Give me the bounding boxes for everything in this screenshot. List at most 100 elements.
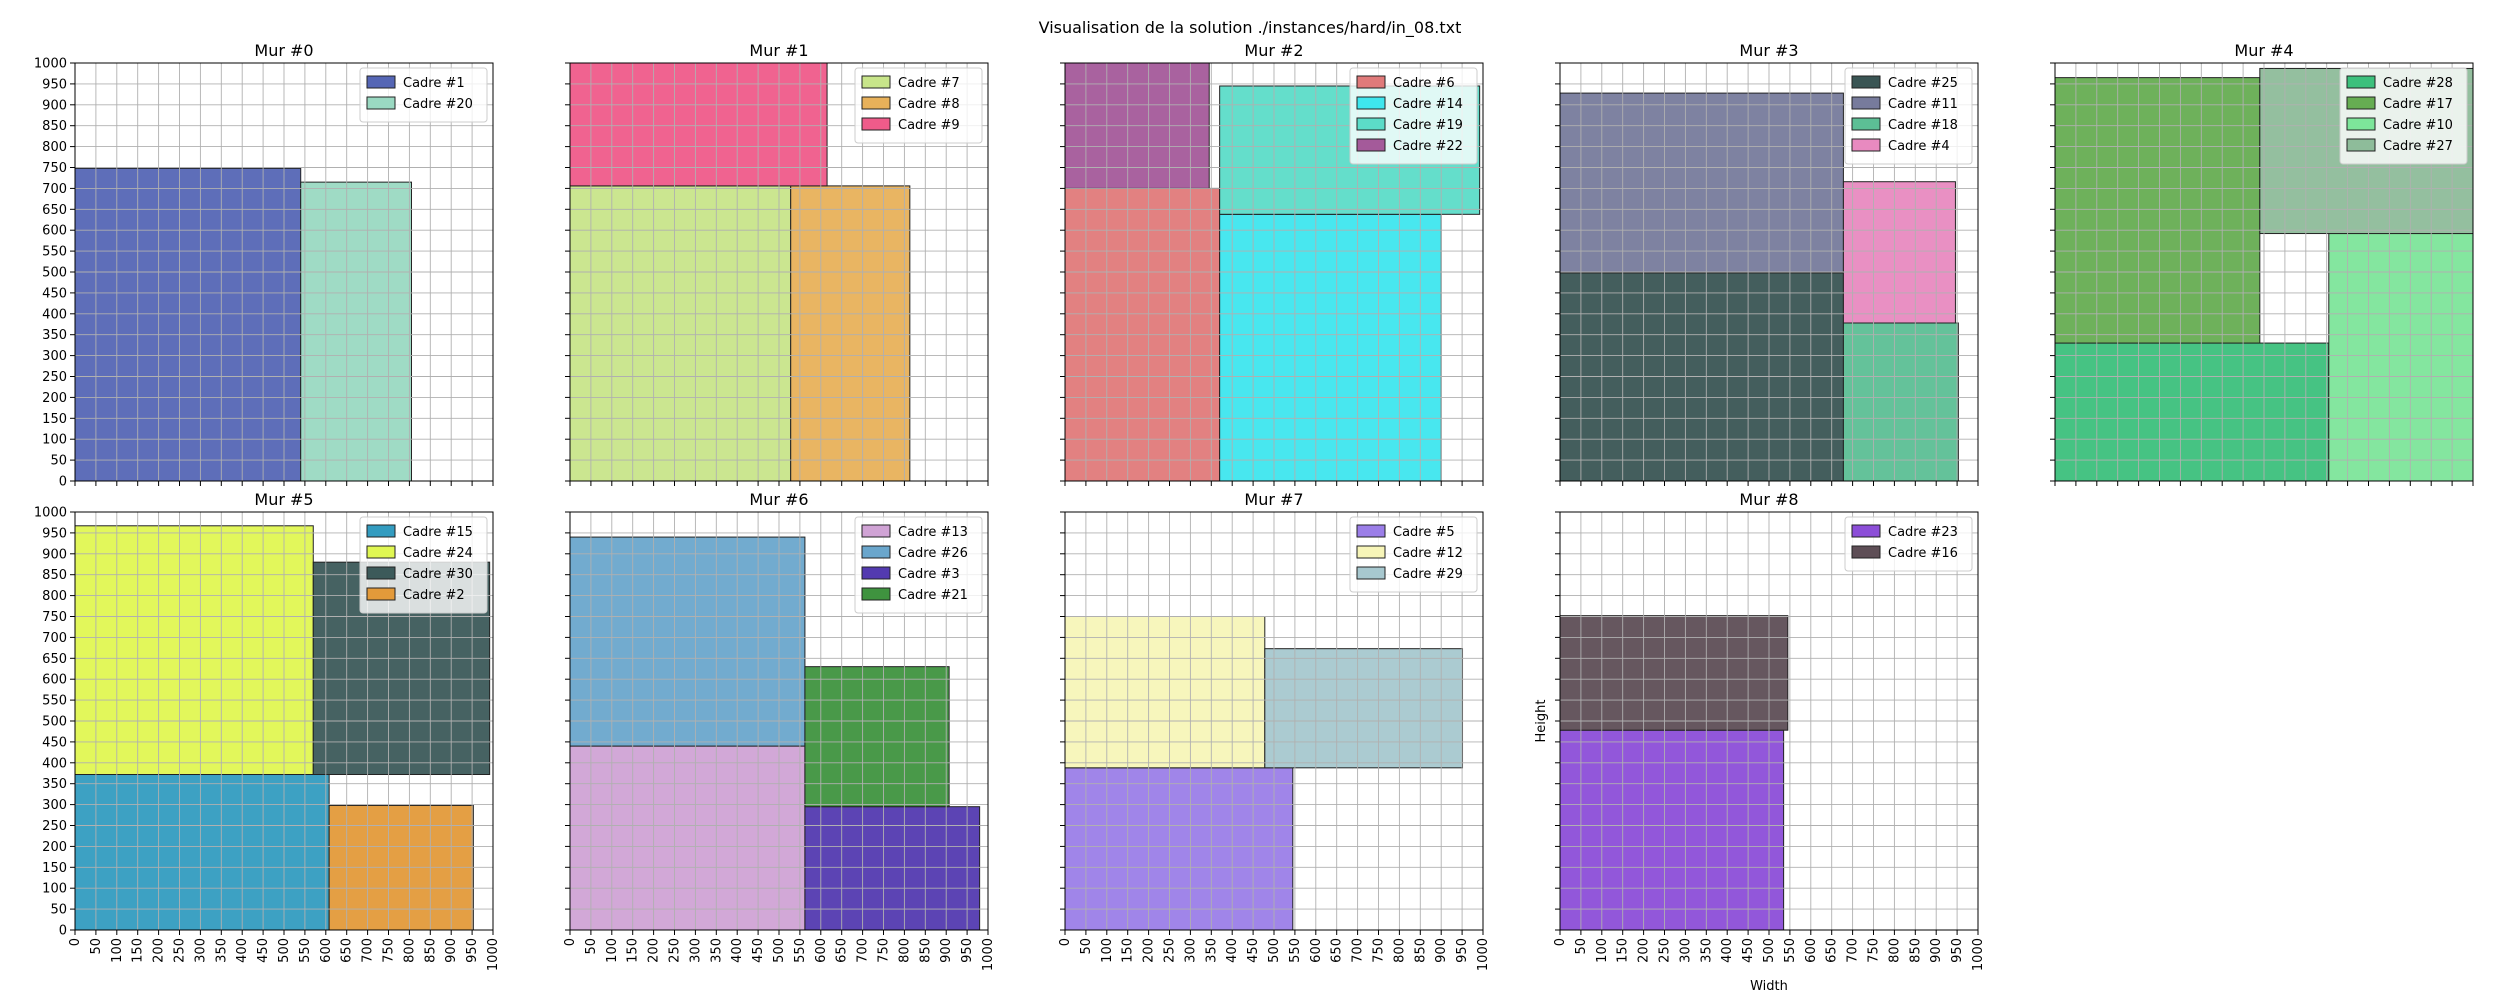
panel-title: Mur #1 <box>749 41 808 60</box>
panel-title: Mur #2 <box>1244 41 1303 60</box>
x-tick-label: 750 <box>1372 938 1387 963</box>
legend: Cadre #6 Cadre #14 Cadre #19 Cadre #22 <box>1349 67 1478 165</box>
x-tick-label: 200 <box>647 938 662 963</box>
legend-swatch <box>1851 138 1881 152</box>
x-tick-label: 600 <box>814 938 829 963</box>
legend-entry: Cadre #23 <box>1888 525 1958 540</box>
y-tick-label: 800 <box>42 589 67 604</box>
legend-swatch <box>1356 566 1386 580</box>
x-tick-label: 150 <box>626 938 641 963</box>
x-tick-label: 750 <box>1867 938 1882 963</box>
panel-title: Mur #4 <box>2234 41 2293 60</box>
y-tick-label: 550 <box>42 245 67 260</box>
frame-rect-cadre-18 <box>1842 322 1959 482</box>
frame-rect-cadre-24 <box>74 525 314 776</box>
x-tick-label: 400 <box>1720 938 1735 963</box>
x-tick-label: 650 <box>1330 938 1345 963</box>
x-tick-label: 700 <box>856 938 871 963</box>
legend-entry: Cadre #5 <box>1393 525 1455 540</box>
y-tick-label: 200 <box>42 840 67 855</box>
legend: Cadre #28 Cadre #17 Cadre #10 Cadre #27 <box>2339 67 2468 165</box>
x-tick-label: 500 <box>1762 938 1777 963</box>
frame-rect-cadre-7 <box>569 185 792 482</box>
legend-entry: Cadre #11 <box>1888 97 1958 112</box>
y-tick-label: 200 <box>42 391 67 406</box>
legend-swatch <box>366 545 396 559</box>
legend-swatch <box>861 75 891 89</box>
legend-entry: Cadre #6 <box>1393 76 1455 91</box>
panel-mur-8: Mur #8 0 50 100 150 200 250 300 350 400 450 500 550 6… <box>1553 490 1986 971</box>
x-tick-label: 850 <box>423 938 438 963</box>
x-tick-label: 800 <box>402 938 417 963</box>
panel-mur-7: Mur #7 0 50 100 150 200 250 300 350 400 450 500 550 6… <box>1058 490 1491 971</box>
x-tick-label: 900 <box>1929 938 1944 963</box>
legend-entry: Cadre #10 <box>2383 118 2453 133</box>
x-tick-label: 500 <box>772 938 787 963</box>
legend-entry: Cadre #27 <box>2383 139 2453 154</box>
x-tick-label: 700 <box>361 938 376 963</box>
x-tick-label: 150 <box>1616 938 1631 963</box>
x-tick-label: 600 <box>1309 938 1324 963</box>
frame-rect-cadre-8 <box>790 185 911 482</box>
x-tick-label: 900 <box>939 938 954 963</box>
x-tick-label: 200 <box>1637 938 1652 963</box>
legend-entry: Cadre #3 <box>898 567 960 582</box>
x-tick-label: 650 <box>835 938 850 963</box>
legend: Cadre #7 Cadre #8 Cadre #9 <box>854 67 983 144</box>
x-tick-label: 800 <box>897 938 912 963</box>
x-tick-label: 50 <box>89 938 104 955</box>
y-tick-label: 400 <box>42 307 67 322</box>
panel-mur-1: Mur #1 Cadre #7 Cadre #8 Cadre #9 <box>565 41 989 486</box>
panel-title: Mur #7 <box>1244 490 1303 509</box>
frame-rect-cadre-4 <box>1842 181 1956 324</box>
x-tick-label: 50 <box>1574 938 1589 955</box>
x-tick-label: 950 <box>1950 938 1965 963</box>
legend-swatch <box>2346 96 2376 110</box>
frame-rect-cadre-26 <box>569 536 806 747</box>
legend-entry: Cadre #1 <box>403 76 465 91</box>
legend-swatch <box>1356 75 1386 89</box>
legend-swatch <box>1851 117 1881 131</box>
x-tick-label: 1000 <box>1476 938 1491 971</box>
y-tick-label: 0 <box>59 924 67 939</box>
y-tick-label: 1000 <box>34 506 67 521</box>
y-tick-label: 850 <box>42 568 67 583</box>
y-tick-label: 50 <box>50 454 67 469</box>
x-tick-label: 200 <box>1142 938 1157 963</box>
x-tick-label: 750 <box>382 938 397 963</box>
x-tick-label: 100 <box>110 938 125 963</box>
x-tick-label: 950 <box>465 938 480 963</box>
x-tick-label: 700 <box>1846 938 1861 963</box>
legend: Cadre #25 Cadre #11 Cadre #18 Cadre #4 <box>1844 67 1973 165</box>
legend-swatch <box>1851 545 1881 559</box>
x-tick-label: 1000 <box>981 938 996 971</box>
legend-entry: Cadre #29 <box>1393 567 1463 582</box>
x-tick-label: 850 <box>1413 938 1428 963</box>
legend-entry: Cadre #26 <box>898 546 968 561</box>
x-tick-label: 400 <box>1225 938 1240 963</box>
legend-swatch <box>861 117 891 131</box>
legend-swatch <box>1356 524 1386 538</box>
x-tick-label: 300 <box>193 938 208 963</box>
x-tick-label: 500 <box>277 938 292 963</box>
x-tick-label: 250 <box>173 938 188 963</box>
x-tick-label: 300 <box>688 938 703 963</box>
x-tick-label: 0 <box>563 938 578 946</box>
grid <box>74 62 494 482</box>
legend-swatch <box>861 96 891 110</box>
legend: Cadre #1 Cadre #20 <box>359 67 488 123</box>
x-tick-label: 650 <box>340 938 355 963</box>
panels: Mur #00501001502002503003504004505005506… <box>34 41 2474 971</box>
legend-swatch <box>861 524 891 538</box>
x-tick-label: 500 <box>1267 938 1282 963</box>
x-tick-label: 50 <box>584 938 599 955</box>
legend-entry: Cadre #18 <box>1888 118 1958 133</box>
legend-entry: Cadre #28 <box>2383 76 2453 91</box>
x-tick-label: 450 <box>256 938 271 963</box>
legend: Cadre #15 Cadre #24 Cadre #30 Cadre #2 <box>359 516 488 614</box>
legend-entry: Cadre #30 <box>403 567 473 582</box>
y-tick-label: 150 <box>42 412 67 427</box>
frame-rect-cadre-1 <box>74 167 302 482</box>
